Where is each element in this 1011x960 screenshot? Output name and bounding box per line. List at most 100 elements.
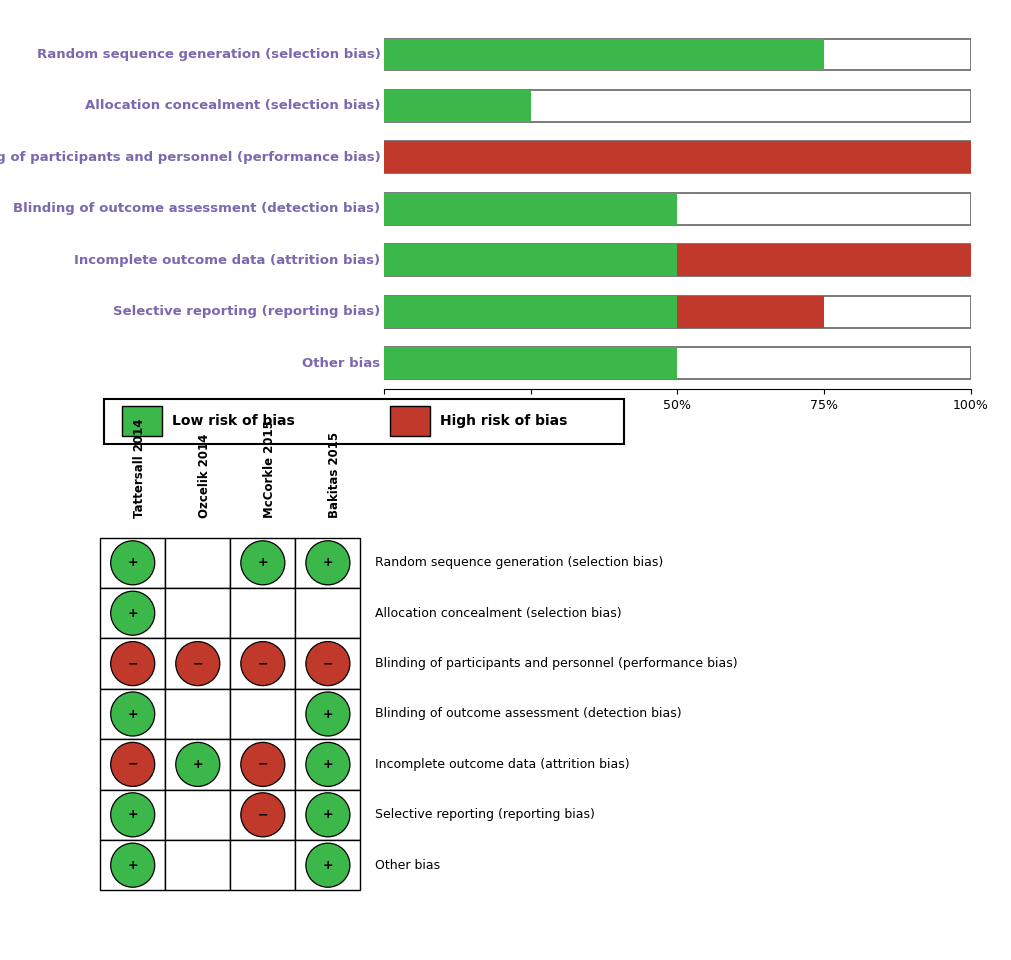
Ellipse shape [306, 793, 350, 837]
Text: +: + [127, 858, 139, 872]
FancyBboxPatch shape [165, 739, 231, 789]
Text: +: + [127, 556, 139, 569]
Bar [384, 38, 971, 70]
Text: Low risk of bias: Low risk of bias [172, 415, 295, 428]
Bar [384, 38, 824, 70]
Text: Random sequence generation (selection bias): Random sequence generation (selection bi… [375, 556, 663, 569]
FancyBboxPatch shape [100, 789, 165, 840]
Ellipse shape [110, 692, 155, 736]
FancyBboxPatch shape [165, 588, 231, 638]
Bar [384, 348, 971, 379]
Text: Tattersall 2014: Tattersall 2014 [132, 419, 146, 518]
Bar [384, 141, 971, 174]
Ellipse shape [110, 641, 155, 685]
Text: −: − [258, 757, 268, 771]
Bar [384, 193, 971, 225]
Ellipse shape [241, 742, 285, 786]
Ellipse shape [306, 540, 350, 585]
Text: Blinding of outcome assessment (detection bias): Blinding of outcome assessment (detectio… [13, 203, 380, 215]
Ellipse shape [241, 540, 285, 585]
Text: +: + [323, 556, 334, 569]
Text: +: + [258, 556, 268, 569]
FancyBboxPatch shape [231, 739, 295, 789]
FancyBboxPatch shape [231, 588, 295, 638]
Bar [384, 90, 531, 122]
FancyBboxPatch shape [165, 638, 231, 689]
Text: High risk of bias: High risk of bias [440, 415, 567, 428]
Ellipse shape [110, 843, 155, 887]
FancyBboxPatch shape [165, 689, 231, 739]
Bar [677, 296, 824, 327]
Text: +: + [323, 858, 334, 872]
Ellipse shape [306, 843, 350, 887]
FancyBboxPatch shape [100, 689, 165, 739]
Ellipse shape [176, 742, 219, 786]
FancyBboxPatch shape [104, 399, 624, 444]
FancyBboxPatch shape [122, 406, 162, 437]
Text: Other bias: Other bias [375, 858, 441, 872]
Bar [384, 244, 677, 276]
FancyBboxPatch shape [231, 789, 295, 840]
Text: +: + [323, 757, 334, 771]
Ellipse shape [110, 742, 155, 786]
Text: −: − [323, 657, 334, 670]
Ellipse shape [306, 641, 350, 685]
Ellipse shape [176, 641, 219, 685]
Text: −: − [258, 657, 268, 670]
FancyBboxPatch shape [165, 840, 231, 891]
Ellipse shape [306, 692, 350, 736]
Text: Ozcelik 2014: Ozcelik 2014 [198, 434, 210, 518]
Bar [384, 90, 971, 122]
FancyBboxPatch shape [231, 638, 295, 689]
Text: +: + [192, 757, 203, 771]
Text: +: + [323, 808, 334, 822]
Text: +: + [127, 607, 139, 620]
Ellipse shape [241, 641, 285, 685]
Ellipse shape [110, 793, 155, 837]
FancyBboxPatch shape [231, 689, 295, 739]
Text: McCorkle 2015: McCorkle 2015 [263, 420, 276, 518]
Text: Other bias: Other bias [302, 356, 380, 370]
Text: Blinding of outcome assessment (detection bias): Blinding of outcome assessment (detectio… [375, 708, 682, 721]
Text: Selective reporting (reporting bias): Selective reporting (reporting bias) [113, 305, 380, 318]
Bar [384, 296, 677, 327]
Text: −: − [192, 657, 203, 670]
FancyBboxPatch shape [295, 689, 361, 739]
FancyBboxPatch shape [100, 638, 165, 689]
Ellipse shape [241, 793, 285, 837]
FancyBboxPatch shape [100, 538, 165, 588]
Bar [384, 193, 677, 225]
FancyBboxPatch shape [231, 840, 295, 891]
Text: Allocation concealment (selection bias): Allocation concealment (selection bias) [85, 100, 380, 112]
Text: +: + [323, 708, 334, 721]
Text: Incomplete outcome data (attrition bias): Incomplete outcome data (attrition bias) [75, 253, 380, 267]
Text: −: − [258, 808, 268, 822]
FancyBboxPatch shape [165, 538, 231, 588]
Bar [384, 296, 971, 327]
Text: Selective reporting (reporting bias): Selective reporting (reporting bias) [375, 808, 595, 822]
FancyBboxPatch shape [295, 588, 361, 638]
Text: Incomplete outcome data (attrition bias): Incomplete outcome data (attrition bias) [375, 757, 630, 771]
Ellipse shape [110, 591, 155, 636]
Bar [677, 244, 971, 276]
FancyBboxPatch shape [100, 588, 165, 638]
Text: +: + [127, 808, 139, 822]
FancyBboxPatch shape [295, 739, 361, 789]
FancyBboxPatch shape [295, 789, 361, 840]
FancyBboxPatch shape [100, 840, 165, 891]
Text: Random sequence generation (selection bias): Random sequence generation (selection bi… [36, 48, 380, 61]
Bar [384, 141, 971, 174]
Ellipse shape [306, 742, 350, 786]
FancyBboxPatch shape [295, 538, 361, 588]
FancyBboxPatch shape [390, 406, 430, 437]
Text: Blinding of participants and personnel (performance bias): Blinding of participants and personnel (… [375, 657, 738, 670]
FancyBboxPatch shape [100, 739, 165, 789]
Text: −: − [127, 657, 137, 670]
Text: Allocation concealment (selection bias): Allocation concealment (selection bias) [375, 607, 622, 620]
Text: Blinding of participants and personnel (performance bias): Blinding of participants and personnel (… [0, 151, 380, 164]
Ellipse shape [110, 540, 155, 585]
Bar [384, 348, 677, 379]
Text: −: − [127, 757, 137, 771]
FancyBboxPatch shape [231, 538, 295, 588]
FancyBboxPatch shape [295, 638, 361, 689]
